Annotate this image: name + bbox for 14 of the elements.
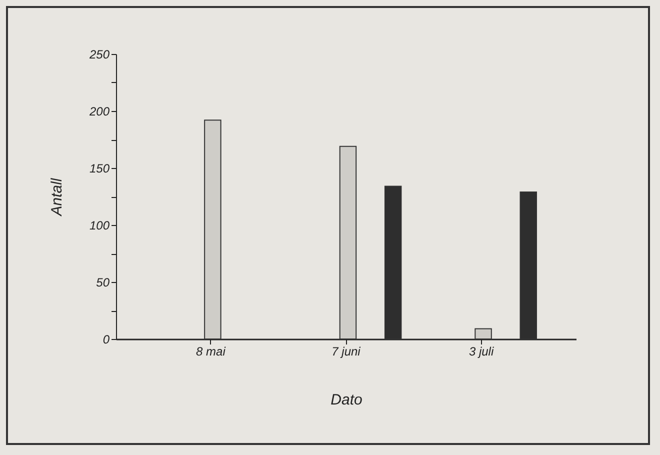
x-axis-title: Dato xyxy=(330,392,362,408)
x-tick-label: 7 juni xyxy=(332,344,361,358)
y-tick-label: 0 xyxy=(102,332,110,346)
x-tick-label: 8 mai xyxy=(196,344,226,358)
y-tick-label: 200 xyxy=(88,104,110,118)
y-tick-label: 50 xyxy=(96,276,110,290)
bar xyxy=(204,120,222,340)
y-axis-title: Antall xyxy=(48,178,66,217)
bar xyxy=(339,146,357,340)
x-tick-label: 3 juli xyxy=(468,344,494,358)
y-tick-label: 250 xyxy=(88,48,110,62)
bar xyxy=(474,328,492,340)
y-tick-label: 150 xyxy=(89,162,110,176)
y-tick-label: 100 xyxy=(89,218,110,232)
